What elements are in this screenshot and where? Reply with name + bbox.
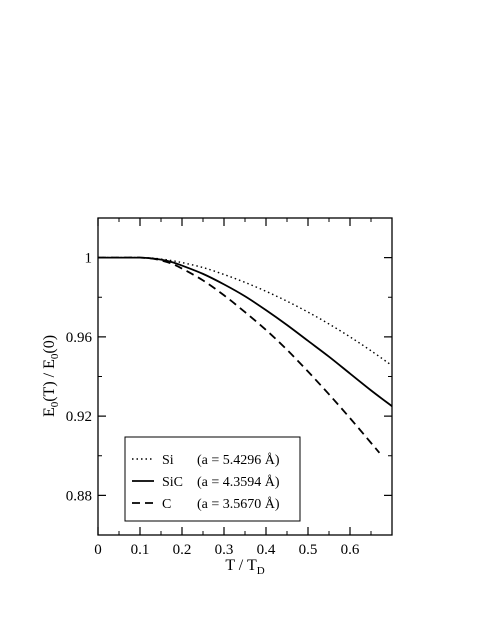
y-tick-label: 1 [85, 251, 93, 267]
legend: Si (a = 5.4296 Å) SiC (a = 4.3594 Å) C (a = 3… [124, 436, 301, 522]
series-layer [98, 256, 393, 454]
x-tick-label: 0 [94, 542, 102, 558]
legend-name: Si [162, 453, 174, 468]
y-axis-title-part: (0) [41, 335, 58, 354]
x-tick-label: 0.3 [215, 542, 234, 558]
x-tick-label: 0.2 [173, 542, 192, 558]
y-tick-label: 0.96 [66, 330, 93, 346]
x-axis-title-subscript: D [257, 565, 265, 577]
legend-box [124, 436, 301, 522]
series-line-sic [98, 256, 393, 407]
y-axis-title-subscript: 0 [49, 401, 61, 407]
x-tick-label: 0.6 [341, 542, 360, 558]
x-tick-label: 0.5 [299, 542, 318, 558]
x-tick-label: 0.1 [131, 542, 150, 558]
y-axis-title-part: (T) / E [41, 359, 58, 402]
x-axis-title: T / TD [225, 557, 264, 577]
legend-name: C [162, 497, 171, 512]
y-tick-label: 0.92 [66, 409, 92, 425]
legend-label: (a = 5.4296 Å) [197, 452, 280, 468]
y-axis-title: E0(T) / E0(0) [41, 335, 61, 417]
y-axis-title-subscript: 0 [49, 353, 61, 359]
legend-label: (a = 4.3594 Å) [197, 474, 280, 490]
series-line-c [98, 256, 381, 454]
legend-label: (a = 3.5670 Å) [197, 496, 280, 512]
axis-ticks: 0 0.1 0.2 0.3 0.4 0.5 0.6 0.88 0.92 0.96 1 [66, 217, 392, 558]
x-tick-label: 0.4 [257, 542, 276, 558]
y-tick-label: 0.88 [66, 488, 92, 504]
legend-name: SiC [162, 475, 183, 490]
y-axis-title-part: E [41, 407, 58, 417]
